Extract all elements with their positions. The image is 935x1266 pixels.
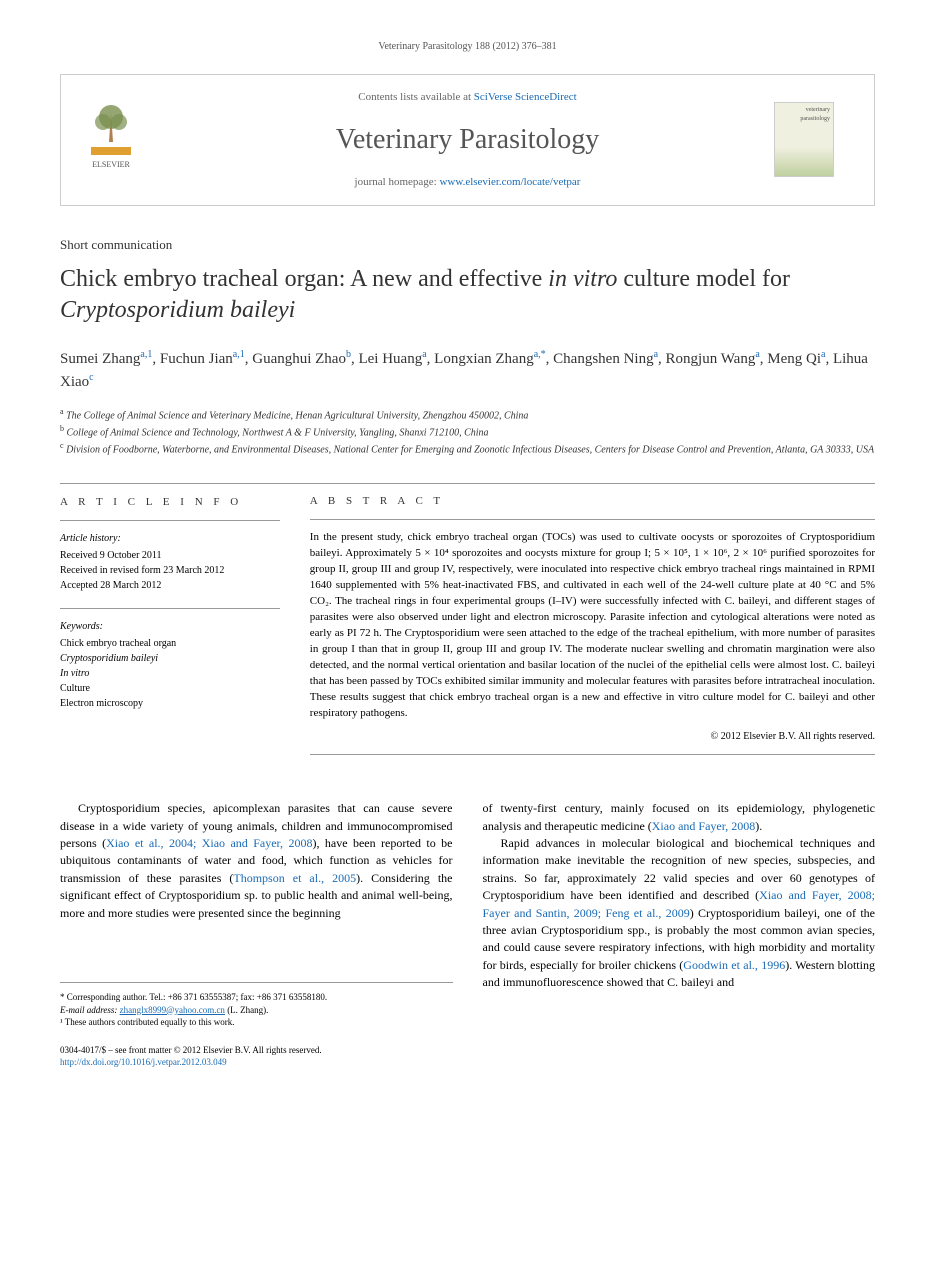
keywords-block: Keywords: Chick embryo tracheal organCry… [60, 619, 280, 711]
body-paragraph: Cryptosporidium species, apicomplexan pa… [60, 800, 453, 922]
author-name: Fuchun Jian [160, 351, 233, 367]
article-metadata-row: A R T I C L E I N F O Article history: R… [60, 494, 875, 766]
publisher-logo-box: ELSEVIER [81, 102, 161, 177]
affiliation-line: c Division of Foodborne, Waterborne, and… [60, 440, 875, 457]
author-affil-sup: a [821, 349, 825, 360]
author-affil-sup: a,1 [140, 349, 152, 360]
history-label: Article history: [60, 531, 280, 546]
body-column-left: Cryptosporidium species, apicomplexan pa… [60, 800, 453, 1029]
section-divider [60, 483, 875, 484]
keywords-label: Keywords: [60, 619, 280, 634]
masthead-content: Contents lists available at SciVerse Sci… [161, 90, 774, 190]
article-info-label: A R T I C L E I N F O [60, 494, 280, 511]
body-paragraph: Rapid advances in molecular biological a… [483, 835, 876, 992]
contents-available: Contents lists available at SciVerse Sci… [161, 90, 774, 105]
page-footer: 0304-4017/$ – see front matter © 2012 El… [60, 1044, 875, 1069]
title-italic-2: Cryptosporidium baileyi [60, 297, 295, 323]
body-column-right: of twenty-first century, mainly focused … [483, 800, 876, 1029]
sciencedirect-link[interactable]: SciVerse ScienceDirect [474, 91, 577, 103]
email-label: E-mail address: [60, 1005, 117, 1015]
author-affil-sup: a [755, 349, 759, 360]
contents-prefix: Contents lists available at [358, 91, 471, 103]
keyword-item: Electron microscopy [60, 696, 280, 711]
homepage-line: journal homepage: www.elsevier.com/locat… [161, 175, 774, 190]
svg-text:ELSEVIER: ELSEVIER [92, 160, 130, 169]
author-name: Meng Qi [767, 351, 821, 367]
article-title: Chick embryo tracheal organ: A new and e… [60, 264, 875, 326]
homepage-link[interactable]: www.elsevier.com/locate/vetpar [439, 176, 580, 188]
citation-link[interactable]: Thompson et al., 2005 [233, 871, 356, 885]
journal-masthead: ELSEVIER Contents lists available at Sci… [60, 74, 875, 206]
issn-line: 0304-4017/$ – see front matter © 2012 El… [60, 1044, 875, 1057]
author-affil-sup: b [346, 349, 351, 360]
doi-link[interactable]: http://dx.doi.org/10.1016/j.vetpar.2012.… [60, 1057, 227, 1067]
author-name: Guanghui Zhao [252, 351, 346, 367]
corresponding-author-note: * Corresponding author. Tel.: +86 371 63… [60, 991, 453, 1004]
revised-date: Received in revised form 23 March 2012 [60, 563, 280, 578]
abstract-copyright: © 2012 Elsevier B.V. All rights reserved… [310, 730, 875, 745]
journal-cover-box: veterinary parasitology [774, 102, 854, 177]
article-history-block: Article history: Received 9 October 2011… [60, 531, 280, 593]
author-name: Sumei Zhang [60, 351, 140, 367]
author-name: Longxian Zhang [434, 351, 534, 367]
article-type: Short communication [60, 236, 875, 254]
header-citation: Veterinary Parasitology 188 (2012) 376–3… [60, 40, 875, 54]
email-who: (L. Zhang). [227, 1005, 268, 1015]
elsevier-tree-logo: ELSEVIER [81, 102, 141, 172]
homepage-prefix: journal homepage: [355, 176, 437, 188]
abstract-divider [310, 519, 875, 520]
affiliation-line: b College of Animal Science and Technolo… [60, 423, 875, 440]
article-info-column: A R T I C L E I N F O Article history: R… [60, 494, 280, 766]
body-text: ). [755, 819, 762, 833]
author-name: Rongjun Wang [666, 351, 756, 367]
title-part-1: Chick embryo tracheal organ: A new and e… [60, 266, 548, 292]
abstract-text: In the present study, chick embryo trach… [310, 530, 875, 721]
accepted-date: Accepted 28 March 2012 [60, 578, 280, 593]
citation-link[interactable]: Goodwin et al., 1996 [683, 958, 785, 972]
title-part-2: culture model for [617, 266, 790, 292]
journal-title: Veterinary Parasitology [161, 120, 774, 159]
author-affil-sup: a [654, 349, 658, 360]
affiliation-line: a The College of Animal Science and Vete… [60, 406, 875, 423]
equal-contribution-note: ¹ These authors contributed equally to t… [60, 1016, 453, 1029]
abstract-column: A B S T R A C T In the present study, ch… [310, 494, 875, 766]
email-line: E-mail address: zhanglx8999@yahoo.com.cn… [60, 1004, 453, 1017]
author-name: Changshen Ning [553, 351, 653, 367]
received-date: Received 9 October 2011 [60, 548, 280, 563]
abstract-divider-bottom [310, 754, 875, 755]
author-affil-sup: a,* [534, 349, 546, 360]
info-divider [60, 520, 280, 521]
keyword-item: Chick embryo tracheal organ [60, 636, 280, 651]
info-divider [60, 608, 280, 609]
body-paragraph: of twenty-first century, mainly focused … [483, 800, 876, 835]
author-name: Lei Huang [358, 351, 422, 367]
author-affil-sup: a [422, 349, 426, 360]
email-link[interactable]: zhanglx8999@yahoo.com.cn [120, 1005, 225, 1015]
authors-list: Sumei Zhanga,1, Fuchun Jiana,1, Guanghui… [60, 347, 875, 394]
author-affil-sup: a,1 [233, 349, 245, 360]
title-italic-1: in vitro [548, 266, 617, 292]
journal-cover-thumbnail: veterinary parasitology [774, 102, 834, 177]
body-text-columns: Cryptosporidium species, apicomplexan pa… [60, 800, 875, 1029]
author-affil-sup: c [89, 372, 93, 383]
keyword-item: Culture [60, 681, 280, 696]
abstract-label: A B S T R A C T [310, 494, 875, 510]
citation-link[interactable]: Xiao and Fayer, 2008 [652, 819, 756, 833]
affiliations-list: a The College of Animal Science and Vete… [60, 406, 875, 458]
footnotes-block: * Corresponding author. Tel.: +86 371 63… [60, 982, 453, 1029]
citation-link[interactable]: Xiao et al., 2004; Xiao and Fayer, 2008 [106, 836, 312, 850]
keyword-item: Cryptosporidium baileyi [60, 651, 280, 666]
keyword-item: In vitro [60, 666, 280, 681]
